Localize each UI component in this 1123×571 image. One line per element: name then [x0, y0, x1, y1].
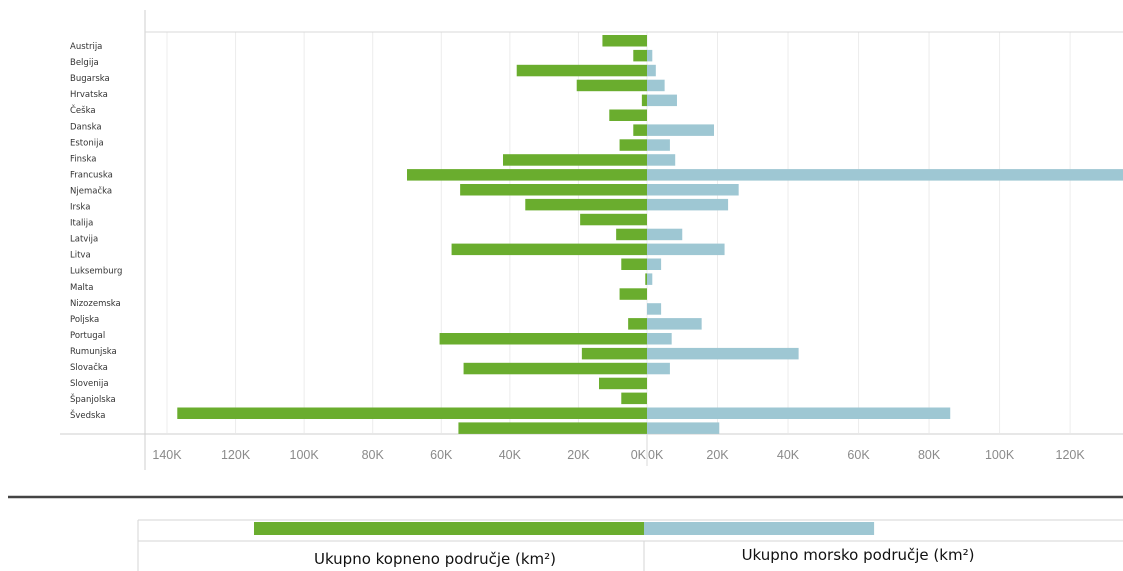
bar-sea [647, 333, 672, 345]
legend-swatch-sea [644, 522, 875, 535]
bar-sea [647, 49, 653, 62]
bar-sea [647, 139, 670, 151]
category-label: Danska [70, 122, 102, 132]
bar-land [451, 243, 647, 256]
category-label: Italija [70, 219, 93, 229]
category-label: Češka [70, 104, 96, 116]
bar-sea [647, 198, 729, 211]
category-label: Poljska [70, 315, 99, 325]
bar-sea [647, 169, 1123, 181]
x-tick-label: 80K [918, 448, 941, 462]
bar-land [525, 198, 647, 211]
bar-land [602, 35, 647, 47]
category-label: Luksemburg [70, 267, 122, 277]
bar-land [621, 392, 647, 405]
bar-sea [647, 318, 702, 330]
category-label: Bugarska [70, 74, 110, 84]
x-tick-label: 140K [152, 448, 182, 462]
bar-land [407, 169, 647, 181]
category-labels: Austrija Belgija Bugarska Hrvatska Češka Dans… [70, 42, 122, 421]
x-tick-label: 40K [777, 448, 800, 462]
category-label: Austrija [70, 42, 102, 52]
category-label: Švedska [70, 409, 105, 421]
x-tick-label: 60K [430, 448, 453, 462]
legend-swatch-land [254, 522, 644, 535]
bar-land [641, 94, 647, 107]
bar-sea [647, 243, 725, 256]
category-label: Litva [70, 251, 91, 261]
bar-land [580, 213, 647, 226]
x-tick-label: 80K [362, 448, 385, 462]
bar-sea [647, 124, 714, 136]
x-tick-label: 100K [985, 448, 1015, 462]
bar-land [645, 273, 647, 285]
bar-sea [647, 64, 656, 77]
legend-label-land: Ukupno kopneno područje (km²) [314, 550, 556, 568]
bar-land [177, 407, 648, 419]
category-label: Rumunjska [70, 347, 117, 357]
bar-sea [647, 228, 683, 241]
category-label: Estonija [70, 138, 104, 148]
bar-sea [647, 347, 799, 360]
bar-sea [647, 422, 720, 434]
bar-land [633, 49, 647, 62]
bar-land [621, 258, 647, 270]
category-label: Francuska [70, 170, 113, 180]
category-label: Slovačka [70, 362, 108, 373]
bar-sea [647, 258, 662, 270]
x-tick-label: 120K [1056, 448, 1086, 462]
bar-land [616, 228, 647, 241]
bar-land [439, 333, 647, 345]
bar-land [599, 377, 647, 390]
category-label: Malta [70, 283, 93, 293]
category-label: Slovenija [70, 379, 109, 389]
bar-land [460, 184, 647, 196]
category-label: Finska [70, 154, 96, 164]
chart-bars [177, 35, 1123, 434]
bar-land [503, 154, 647, 166]
x-tick-label: 60K [847, 448, 870, 462]
category-label: Njemačka [70, 185, 112, 196]
x-tick-label: 20K [706, 448, 729, 462]
bar-sea [647, 184, 739, 196]
bar-land [628, 318, 647, 330]
bar-sea [647, 154, 676, 166]
chart-gridlines [166, 32, 1071, 433]
bar-sea [647, 273, 653, 285]
x-tick-label: 0K [631, 448, 647, 462]
category-label: Nizozemska [70, 299, 121, 309]
bar-land [458, 422, 647, 434]
category-label: Portugal [70, 331, 105, 341]
bar-sea [647, 362, 670, 375]
x-tick-label: 20K [567, 448, 590, 462]
x-axis-ticks: 140K 120K 100K 80K 60K 40K 20K 0K 0K 20K 40K 60K 80K… [152, 448, 1085, 462]
x-tick-label: 40K [499, 448, 522, 462]
legend-label-sea: Ukupno morsko područje (km²) [742, 546, 975, 564]
bar-land [463, 362, 647, 375]
legend: Ukupno kopneno područje (km²) Ukupno mors… [137, 519, 1123, 571]
bar-sea [647, 94, 677, 107]
x-tick-label: 100K [290, 448, 320, 462]
bar-land [619, 288, 647, 300]
bar-land [581, 347, 647, 360]
bar-sea [647, 407, 951, 419]
bar-sea [647, 79, 665, 92]
category-label: Latvija [70, 235, 98, 245]
x-tick-label: 0K [648, 448, 664, 462]
bar-land [633, 124, 647, 136]
bar-land [516, 64, 647, 77]
category-label: Hrvatska [70, 90, 108, 100]
bar-land [609, 109, 647, 121]
category-label: Belgija [70, 58, 99, 68]
category-label: Španjolska [70, 393, 116, 405]
bar-land [576, 79, 647, 92]
bar-sea [647, 303, 662, 315]
x-tick-label: 120K [221, 448, 251, 462]
chart-frame [8, 10, 1123, 499]
bar-land [619, 139, 647, 151]
category-label: Irska [70, 203, 90, 213]
